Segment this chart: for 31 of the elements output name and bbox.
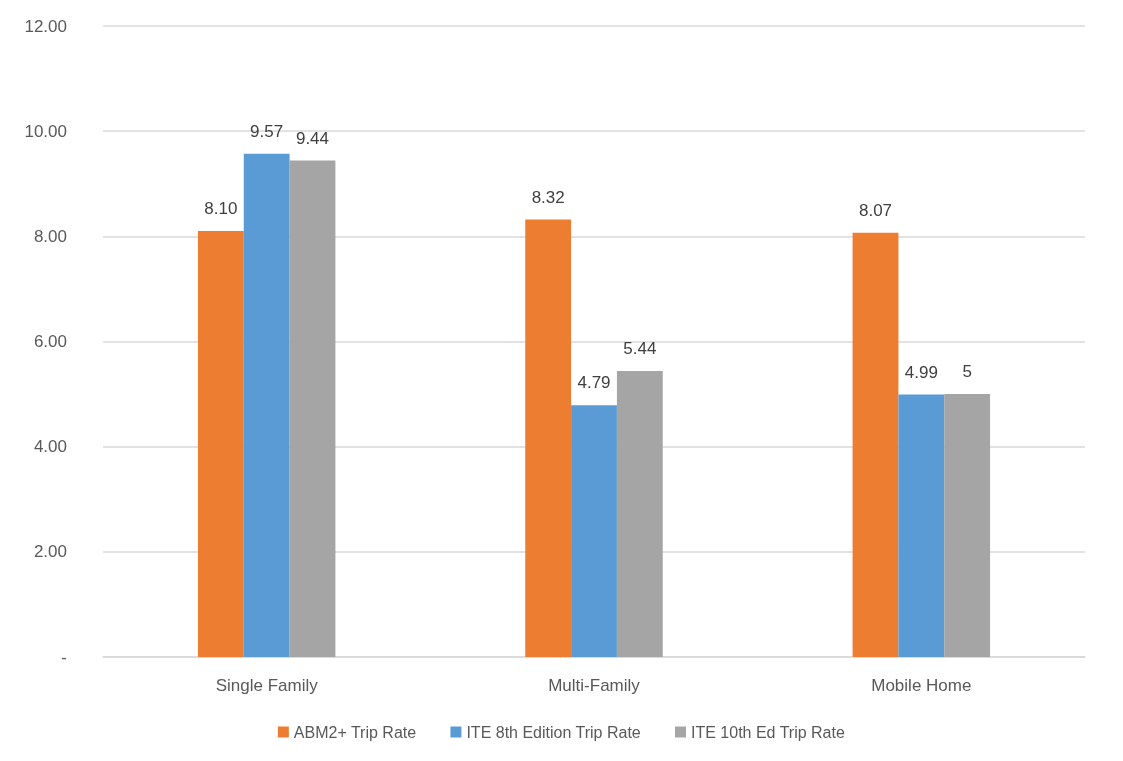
- y-tick-label: -: [61, 647, 67, 667]
- x-tick-label: Multi-Family: [548, 676, 641, 695]
- data-label: 9.57: [250, 121, 284, 141]
- bar: [243, 153, 290, 657]
- data-label: 5: [962, 362, 972, 382]
- bar: [197, 231, 244, 657]
- data-label: 8.32: [531, 187, 565, 207]
- bar: [898, 394, 945, 657]
- y-tick-label: 12.00: [24, 16, 67, 36]
- bar: [944, 394, 991, 657]
- legend-label: ITE 8th Edition Trip Rate: [466, 723, 641, 741]
- data-label: 8.07: [858, 200, 893, 220]
- data-label: 9.44: [295, 128, 330, 148]
- legend-label: ITE 10th Ed Trip Rate: [691, 723, 845, 741]
- bar: [289, 160, 336, 657]
- data-label: 4.99: [904, 362, 938, 382]
- y-tick-label: 6.00: [33, 332, 67, 351]
- data-label: 5.44: [623, 338, 657, 358]
- x-tick-label: Single Family: [215, 676, 319, 695]
- y-tick-label: 4.00: [33, 437, 67, 457]
- y-tick-label: 8.00: [33, 226, 67, 246]
- bar: [852, 232, 899, 657]
- bar: [525, 219, 572, 657]
- data-label: 4.79: [577, 373, 611, 393]
- bar: [616, 370, 663, 657]
- x-tick-label: Mobile Home: [871, 676, 972, 695]
- y-tick-label: 2.00: [33, 542, 67, 562]
- data-label: 8.10: [204, 199, 238, 219]
- legend-label: ABM2+ Trip Rate: [293, 723, 417, 741]
- y-tick-label: 10.00: [24, 121, 67, 141]
- bar: [571, 405, 617, 657]
